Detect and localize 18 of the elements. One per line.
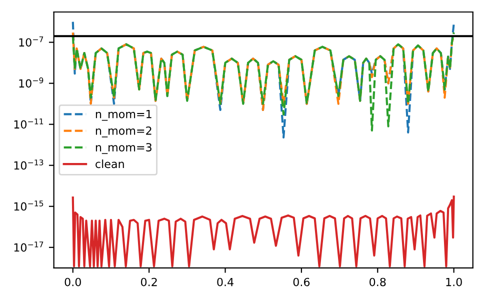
x-tick-label: 0.0 bbox=[64, 278, 81, 286]
y-tick-label: 10$^{−9}$ bbox=[19, 77, 44, 88]
legend-label: n_mom=2 bbox=[96, 126, 152, 138]
x-tick-label: 0.6 bbox=[293, 278, 310, 286]
legend-label: n_mom=1 bbox=[96, 110, 152, 121]
y-tick-label: 10$^{−15}$ bbox=[14, 200, 44, 211]
y-tick-label: 10$^{−13}$ bbox=[14, 159, 44, 170]
y-tick-label: 10$^{−7}$ bbox=[19, 36, 44, 47]
x-tick-label: 0.4 bbox=[217, 278, 234, 286]
y-tick-label: 10$^{−17}$ bbox=[14, 242, 44, 252]
legend-label: clean bbox=[96, 160, 124, 168]
line-series bbox=[72, 31, 455, 112]
y-tick-label: 10$^{−11}$ bbox=[14, 118, 44, 129]
legend-label: n_mom=3 bbox=[96, 143, 152, 154]
x-tick-label: 0.8 bbox=[370, 278, 386, 286]
line-series bbox=[72, 196, 455, 268]
x-tick-label: 1.0 bbox=[446, 278, 462, 286]
x-tick-label: 0.2 bbox=[140, 278, 157, 286]
